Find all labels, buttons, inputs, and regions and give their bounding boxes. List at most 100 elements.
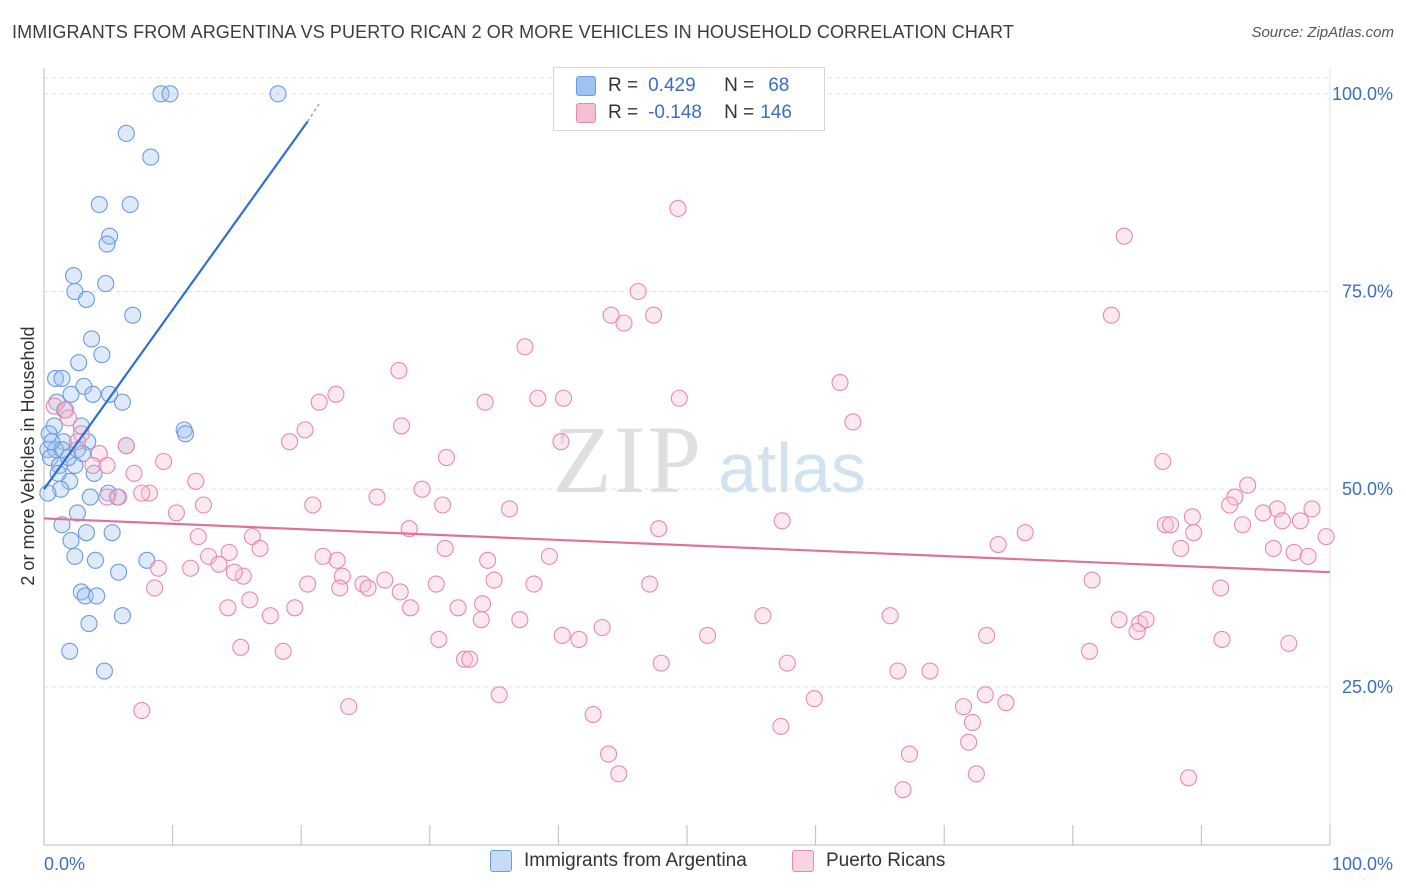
data-point — [593, 619, 611, 637]
data-point — [62, 532, 80, 550]
data-point — [963, 713, 982, 731]
watermark-atlas: atlas — [718, 429, 866, 507]
data-point — [1299, 547, 1317, 565]
data-point — [473, 595, 492, 613]
data-point — [1083, 571, 1101, 589]
correlation-legend: R = 0.429 N = 68 R = -0.148 N = 146 — [553, 67, 825, 131]
data-point — [967, 765, 985, 783]
data-point — [1172, 539, 1190, 558]
data-point — [90, 195, 108, 214]
data-point — [754, 607, 772, 625]
data-point — [84, 456, 102, 475]
data-point — [449, 599, 467, 617]
data-point — [1285, 543, 1303, 561]
data-point — [331, 579, 349, 597]
legend-row-puerto-rican: R = -0.148 N = 146 — [576, 100, 792, 126]
data-point — [98, 235, 116, 253]
legend-r-value: 0.429 — [648, 75, 696, 96]
data-point — [234, 567, 252, 585]
data-point — [430, 630, 448, 648]
data-point — [615, 314, 633, 332]
data-point — [1179, 769, 1198, 787]
data-point — [66, 547, 84, 565]
data-point — [1110, 611, 1128, 629]
data-point — [889, 662, 907, 680]
data-point — [997, 694, 1015, 712]
legend-n-value: 68 — [768, 75, 790, 96]
data-point — [121, 195, 139, 214]
data-point — [516, 338, 534, 356]
data-point — [274, 642, 292, 660]
legend-r-label: R = — [608, 102, 639, 123]
data-point — [600, 745, 618, 763]
data-point — [65, 267, 83, 285]
data-point — [894, 781, 912, 799]
data-point — [390, 362, 408, 380]
data-point — [189, 528, 207, 546]
data-point — [699, 626, 717, 645]
data-point — [652, 654, 670, 672]
series-legend: Immigrants from Argentina Puerto Ricans — [0, 850, 1406, 878]
data-point — [133, 702, 151, 720]
data-point — [805, 690, 823, 708]
data-point — [269, 85, 287, 103]
data-point — [261, 607, 279, 625]
data-point — [53, 516, 71, 534]
data-point — [110, 488, 128, 506]
data-point — [241, 591, 259, 609]
data-point — [39, 484, 57, 502]
data-point — [978, 626, 996, 645]
x-tick-label: 0.0% — [44, 854, 85, 874]
data-point — [1154, 452, 1172, 471]
legend-r-value: -0.148 — [648, 102, 702, 123]
data-point — [1137, 611, 1155, 629]
data-point — [61, 642, 79, 660]
data-point — [844, 413, 862, 431]
data-point — [1239, 476, 1257, 494]
data-point — [778, 654, 796, 672]
series-legend-swatch — [792, 850, 814, 872]
data-point — [77, 290, 95, 308]
data-point — [117, 124, 135, 142]
data-point — [490, 686, 508, 704]
y-tick-label: 25.0% — [1342, 677, 1393, 697]
data-point — [62, 385, 80, 403]
data-point — [152, 85, 170, 103]
data-point — [77, 524, 95, 542]
data-point — [81, 488, 99, 506]
data-point — [95, 662, 113, 680]
trend-line — [43, 517, 1331, 574]
data-point — [142, 148, 160, 166]
data-point — [437, 448, 456, 467]
data-point — [1016, 524, 1034, 542]
data-point — [1273, 512, 1291, 530]
legend-row-argentina: R = 0.429 N = 68 — [576, 73, 789, 99]
data-point — [1221, 496, 1239, 514]
data-point — [251, 539, 269, 558]
data-point — [1080, 642, 1099, 660]
series-legend-argentina: Immigrants from Argentina — [490, 850, 747, 872]
data-point — [76, 587, 94, 605]
data-point — [359, 579, 377, 597]
data-point — [921, 662, 939, 680]
data-point — [70, 354, 88, 372]
data-point — [954, 698, 973, 716]
data-point — [296, 421, 314, 439]
data-point — [133, 484, 151, 502]
data-point — [125, 464, 143, 482]
data-point — [1161, 516, 1180, 534]
data-point — [47, 369, 65, 388]
data-point — [413, 480, 431, 498]
data-point — [53, 369, 71, 388]
data-point — [167, 504, 186, 522]
data-point — [124, 306, 142, 324]
data-point — [376, 571, 394, 589]
series-legend-puerto-rican: Puerto Ricans — [792, 850, 945, 872]
y-axis-label: 2 or more Vehicles in Household — [18, 326, 38, 585]
data-point — [976, 686, 994, 704]
data-point — [43, 433, 61, 451]
data-point — [98, 456, 116, 475]
data-point — [83, 330, 101, 348]
data-point — [187, 472, 205, 490]
trend-line — [43, 120, 309, 490]
